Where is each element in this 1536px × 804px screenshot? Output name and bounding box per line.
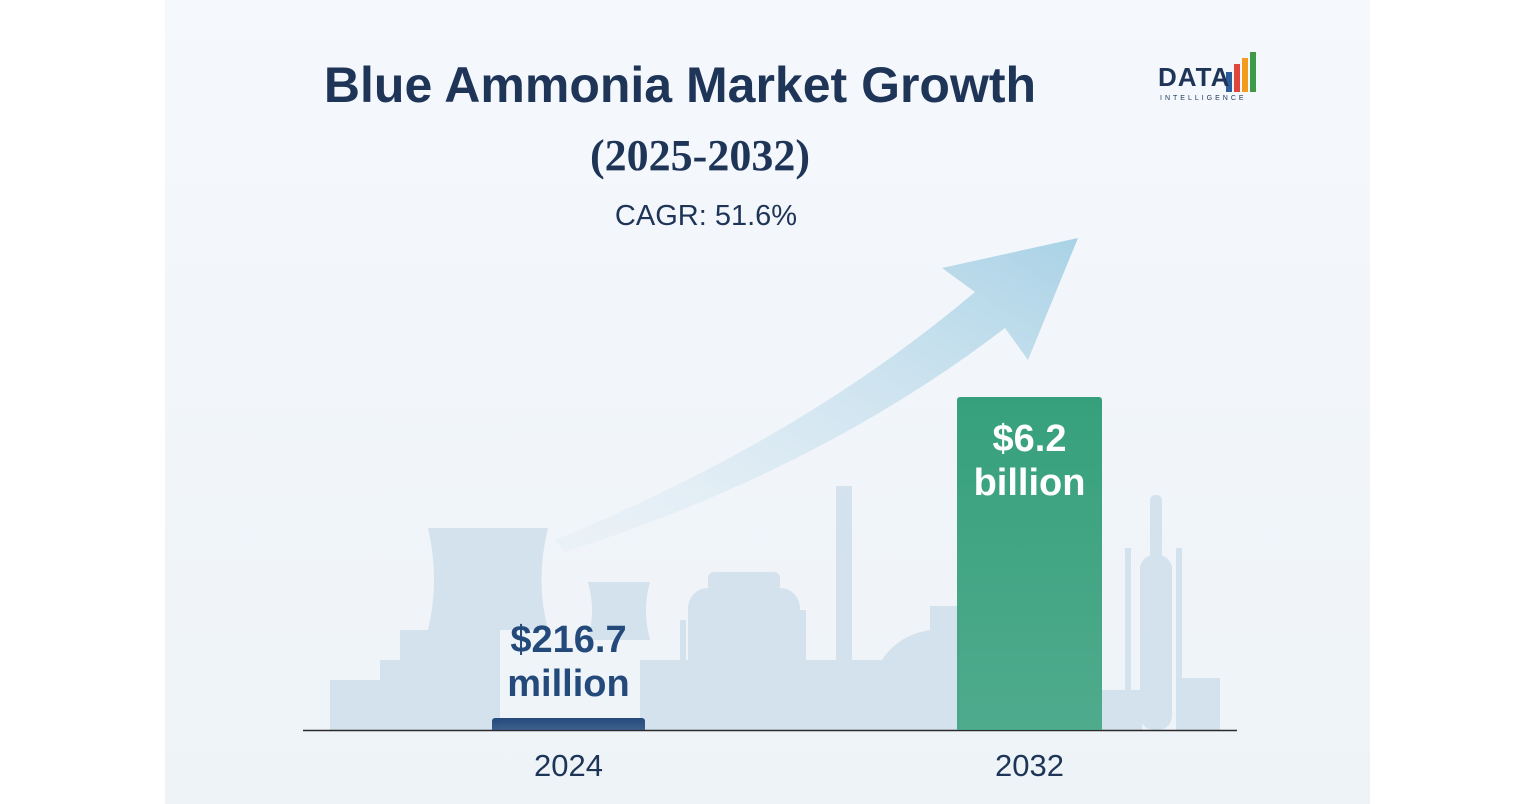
skyline [330,486,1220,730]
logo-tagline: INTELLIGENCE [1160,95,1247,102]
x-tick-label: 2032 [995,748,1064,783]
trend-arrow [555,238,1078,552]
chart-title: Blue Ammonia Market Growth [323,57,1037,113]
annotation: CAGR: 51.6% [614,200,798,232]
chart-subtitle: (2025-2032) [590,131,810,180]
value-label: $6.2 billion [973,418,1086,504]
bar [957,397,1102,730]
logo-bars [1226,52,1256,92]
bar [492,718,645,730]
x-tick-label: 2024 [534,748,603,783]
value-label: $216.7 million [507,619,630,706]
logo-text: DATA [1158,62,1231,92]
